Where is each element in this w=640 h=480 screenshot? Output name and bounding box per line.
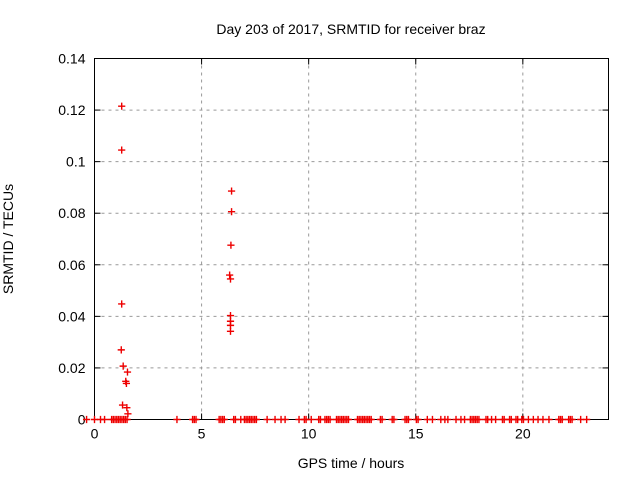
y-tick-label: 0	[78, 412, 86, 428]
data-point	[558, 415, 566, 424]
y-tick-label: 0.04	[58, 308, 85, 324]
data-point	[123, 368, 132, 376]
data-point	[123, 404, 131, 412]
x-axis-label: GPS time / hours	[297, 455, 405, 471]
y-tick-label: 0.06	[58, 257, 85, 273]
data-point	[404, 415, 413, 424]
data-point	[122, 379, 131, 387]
y-tick-label: 0.12	[58, 102, 85, 118]
data-point	[263, 415, 271, 424]
data-point	[378, 415, 386, 424]
x-tick-label: 5	[198, 426, 206, 442]
data-point	[119, 362, 127, 370]
data-point	[545, 415, 553, 424]
data-point	[124, 410, 132, 418]
chart-title: Day 203 of 2017, SRMTID for receiver bra…	[216, 21, 486, 37]
y-tick-label: 0.08	[58, 205, 85, 221]
data-point	[367, 415, 375, 424]
data-point	[344, 415, 353, 424]
data-point	[118, 146, 126, 154]
y-tick-label: 0.1	[66, 154, 86, 170]
data-point	[220, 415, 228, 424]
data-point	[390, 415, 398, 424]
data-point	[118, 300, 126, 308]
data-point	[227, 187, 236, 195]
data-point	[307, 415, 315, 424]
data-point	[281, 415, 289, 424]
data-point	[117, 346, 125, 354]
data-point	[226, 327, 235, 335]
data-point	[82, 415, 91, 424]
plot-border	[94, 58, 609, 420]
x-tick-label: 10	[301, 426, 317, 442]
x-tick-label: 0	[91, 426, 99, 442]
data-point	[226, 271, 234, 279]
y-tick-label: 0.02	[58, 360, 85, 376]
data-point	[118, 102, 126, 110]
data-point	[192, 415, 200, 424]
data-point	[492, 415, 500, 424]
data-point	[414, 415, 422, 424]
data-point	[100, 415, 109, 424]
x-tick-label: 20	[515, 426, 531, 442]
data-point	[568, 415, 576, 424]
data-point	[583, 415, 591, 424]
data-point	[123, 415, 131, 424]
data-point	[252, 415, 261, 424]
data-point	[226, 275, 235, 283]
data-point	[428, 415, 437, 424]
data-point	[118, 401, 127, 409]
x-tick-label: 15	[408, 426, 424, 442]
data-point	[227, 241, 235, 249]
y-tick-label: 0.14	[58, 51, 85, 67]
data-point	[475, 415, 483, 424]
data-point	[444, 415, 452, 424]
data-point	[326, 415, 334, 424]
data-point	[227, 208, 236, 216]
data-point	[173, 415, 181, 424]
